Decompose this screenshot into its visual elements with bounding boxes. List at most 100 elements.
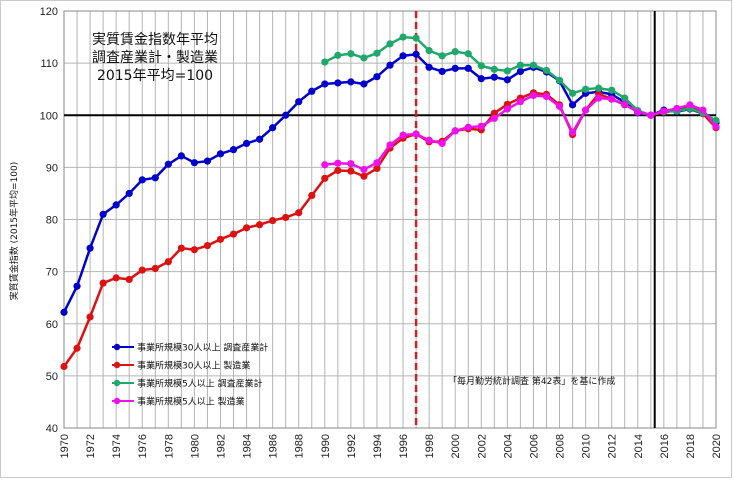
data-point (516, 98, 525, 106)
legend-label: 事業所規模30人以上 製造業 (137, 360, 250, 372)
data-point (438, 139, 446, 147)
data-point (568, 128, 577, 137)
x-tick-labels: 1970 1972 1974 1976 1978 1980 1982 1984 1986 1988… (59, 434, 723, 458)
y-tick-label: 40 (46, 423, 58, 435)
data-point (399, 131, 407, 139)
data-point (451, 64, 459, 72)
y-tick-label: 50 (46, 371, 58, 383)
data-point (112, 201, 120, 209)
data-point (412, 130, 420, 138)
data-point (425, 47, 433, 55)
data-point (595, 84, 603, 92)
x-tick-label: 1982 (215, 434, 227, 458)
data-point (568, 101, 577, 109)
data-point (555, 102, 564, 110)
data-point (360, 54, 368, 62)
y-tick-label: 90 (46, 162, 58, 174)
data-point (269, 216, 277, 225)
data-point (86, 313, 94, 321)
data-point (595, 94, 603, 102)
data-point (516, 67, 525, 76)
y-tick-label: 100 (40, 110, 58, 122)
data-point (177, 244, 185, 252)
data-point (621, 100, 629, 108)
data-point (347, 50, 355, 58)
data-point (608, 86, 616, 94)
data-point (490, 65, 498, 73)
x-tick-label: 1970 (59, 434, 71, 458)
data-point (229, 146, 238, 154)
data-point (360, 172, 368, 180)
data-point (425, 63, 433, 71)
data-point (321, 80, 329, 88)
data-point (60, 362, 68, 371)
data-point (490, 114, 498, 122)
y-tick-label: 80 (46, 215, 58, 227)
data-point (542, 66, 551, 75)
x-tick-label: 2020 (711, 434, 723, 458)
data-point (269, 124, 277, 132)
data-point (516, 61, 525, 69)
y-tick-label: 110 (40, 58, 58, 70)
data-point (216, 235, 225, 243)
data-point (686, 101, 694, 109)
x-tick-label: 2010 (581, 434, 593, 458)
data-point (712, 116, 720, 125)
data-point (334, 51, 342, 59)
data-point (634, 108, 642, 116)
data-point (660, 107, 668, 115)
data-point (73, 282, 81, 290)
legend-marker (113, 361, 121, 369)
data-point (608, 95, 616, 103)
data-point (99, 210, 107, 218)
chart-title-line-3: 2015年平均=100 (97, 68, 213, 84)
data-point (529, 91, 538, 100)
x-tick-label: 2004 (502, 434, 514, 458)
plot-border (63, 10, 717, 429)
data-point (464, 123, 472, 131)
data-point (503, 105, 511, 113)
data-point (451, 48, 459, 56)
data-point (412, 50, 420, 58)
x-tick-label: 1976 (137, 434, 149, 458)
data-point (647, 111, 655, 119)
data-point (347, 167, 355, 175)
data-point (399, 52, 407, 60)
data-point (125, 275, 133, 284)
data-point (373, 73, 381, 81)
data-point (582, 85, 590, 93)
data-point (112, 274, 120, 282)
data-point (308, 87, 316, 95)
data-point (699, 106, 707, 114)
data-point (503, 67, 511, 75)
data-point (151, 264, 159, 273)
legend-label: 事業所規模5人以上 調査産業計 (137, 378, 263, 390)
x-tick-label: 1998 (424, 434, 436, 458)
source-annotation: 「毎月勤労統計調査 第42表」を基に作成 (448, 375, 615, 387)
data-point (438, 52, 446, 60)
x-tick-label: 1972 (85, 434, 97, 458)
data-point (334, 166, 342, 175)
data-point (282, 111, 290, 119)
data-point (308, 191, 316, 200)
data-point (295, 98, 303, 106)
data-point (360, 165, 368, 174)
data-point (451, 127, 459, 135)
data-point (190, 246, 198, 254)
data-point (477, 62, 485, 70)
data-point (360, 80, 368, 88)
data-point (138, 266, 146, 274)
data-point (256, 221, 264, 229)
x-tick-label: 1988 (294, 434, 306, 458)
data-point (242, 139, 251, 147)
legend-marker (113, 397, 121, 405)
data-point (464, 64, 472, 72)
data-point (321, 174, 329, 182)
x-tick-label: 2016 (659, 434, 671, 458)
data-point (373, 159, 381, 167)
data-point (621, 94, 629, 102)
data-point (216, 150, 225, 158)
x-tick-label: 2000 (450, 434, 462, 458)
chart-title-line-2: 調査産業計・製造業 (92, 50, 218, 66)
x-tick-label: 1978 (163, 434, 175, 458)
